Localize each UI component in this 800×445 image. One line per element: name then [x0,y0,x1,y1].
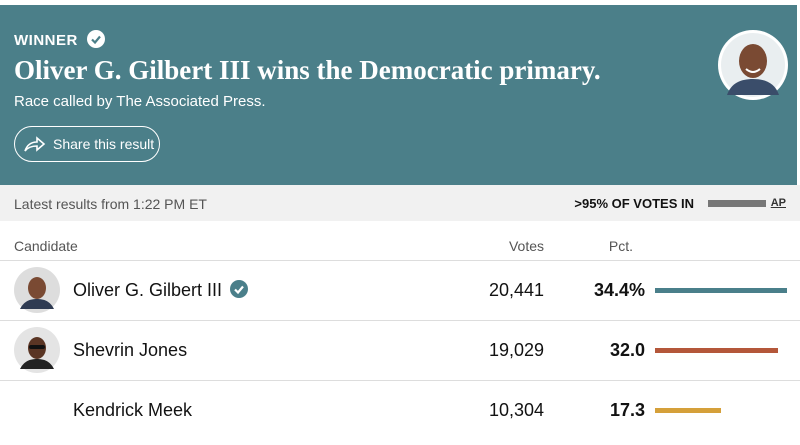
title: Oliver G. Gilbert III wins the Democrati… [14,55,601,85]
header: WINNER Oliver G. Gilbert III wins the De… [0,5,797,185]
source-link[interactable]: AP [770,197,786,209]
vote-pct: 17.3 [609,400,645,420]
candidate-name: Oliver G. Gilbert III [73,280,249,301]
share-button[interactable]: Share this result [14,126,160,162]
badge-text: WINNER [14,32,78,49]
vote-count: 19,029 [488,340,544,360]
candidate-photo [14,327,60,373]
column-header: Candidate [14,238,78,254]
reporting: >95% OF VOTES IN [574,196,694,211]
result-row: Kendrick Meek 10,304 17.3 [0,380,800,440]
column-header: Pct. [608,238,633,254]
share-label: Share this result [53,136,155,152]
pct-bar [655,408,722,413]
check-icon [86,30,105,48]
result-row: Shevrin Jones 19,029 32.0 [0,320,800,380]
status-bar: Latest results from 1:22 PM ET >95% OF V… [0,185,800,221]
winner-badge: WINNER [14,30,105,49]
candidate-photo [14,267,60,313]
subtitle: Race called by The Associated Press. [14,93,266,110]
share-icon [24,136,46,152]
candidate-name: Kendrick Meek [73,400,193,420]
winner-check [230,280,249,298]
vote-pct: 34.4% [593,280,645,300]
pct-bar [655,348,778,353]
vote-count: 10,304 [488,400,544,420]
last-updated: Latest results from 1:22 PM ET [14,196,207,212]
vote-count: 20,441 [488,280,544,300]
pct-bar [655,288,788,293]
result-row: Oliver G. Gilbert III 20,441 34.4% [0,260,800,320]
reporting-bar [708,200,766,207]
vote-pct: 32.0 [609,340,645,360]
candidate-name: Shevrin Jones [73,340,188,360]
column-header: Votes [508,238,544,254]
winner-photo [718,30,788,100]
